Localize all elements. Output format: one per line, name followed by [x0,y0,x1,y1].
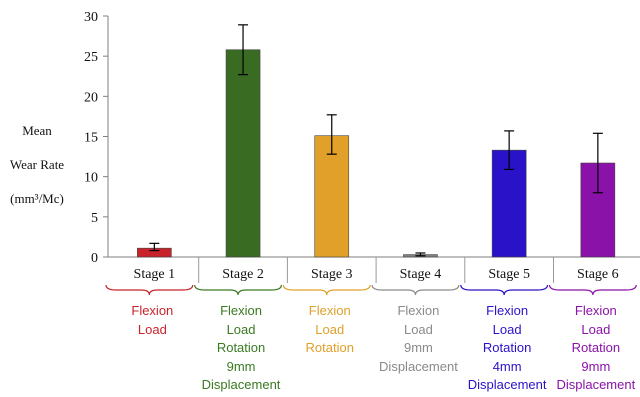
y-tick-label: 5 [91,211,98,226]
stage-description-line: Displacement [556,377,636,392]
stage-description-line: Load [492,321,522,337]
y-axis-label-line-1: Mean [22,123,52,138]
y-axis-label-line-3: (mm³/Mc) [10,191,64,206]
y-tick-label: 15 [84,131,98,146]
stage-description-line: Rotation [216,340,266,355]
stage-description-line: Displacement [467,377,547,392]
stage-braces [105,284,637,296]
x-tick-label: Stage 2 [222,267,264,282]
stage-description: Flexion Load Rotation 4mm Displacement [461,302,553,395]
stage-description-line: 9mm [581,358,611,374]
stage-description-line: Rotation [482,340,532,355]
bars-layer [137,24,616,258]
stage-description: Flexion Load Rotation 9mm Displacement [550,302,640,395]
y-tick-label: 30 [84,10,98,25]
stage-description-line: Load [581,321,611,337]
stage-description-line: Flexion [220,303,262,318]
y-tick-label: 10 [84,171,98,186]
y-tick-label: 25 [84,50,98,65]
stage-description-line: Rotation [305,340,354,355]
stage-brace [460,284,549,296]
stage-description-line: Flexion [574,303,617,318]
y-tick-label: 20 [84,90,98,105]
stage-description-line: 4mm [492,358,522,374]
y-tick-label: 0 [91,251,98,266]
stage-description-line: Load [137,321,167,337]
y-axis: 0 5 10 15 20 25 30 [84,10,640,266]
x-tick-label: Stage 1 [134,267,176,282]
stage-description-line: Load [315,321,345,337]
stage-description-line: Flexion [308,303,351,318]
stage-description-line: 9mm [403,340,433,355]
x-tick-label: Stage 3 [311,267,353,282]
stage-description: Flexion Load Rotation [284,302,376,358]
stage-description: Flexion Load 9mm Displacement [372,302,464,376]
stage-brace [194,284,282,296]
stage-brace [105,284,194,296]
y-axis-label: Mean Wear Rate (mm³/Mc) [2,105,72,207]
stage-description-line: Flexion [486,303,529,318]
bar [225,49,261,258]
stage-description-line: Displacement [379,358,458,374]
category-labels: Stage 1 Stage 2 Stage 3 Stage 4 Stage 5 Stage… [134,257,619,283]
stage-description-line: 9mm [226,358,256,374]
x-tick-label: Stage 4 [400,267,442,282]
stage-brace [371,284,460,296]
stage-description-line: Flexion [397,303,440,318]
stage-description-line: Load [403,321,433,337]
bar [314,135,350,258]
x-tick-label: Stage 5 [488,267,530,282]
stage-description-line: Rotation [571,340,621,355]
stage-brace [282,284,371,296]
y-axis-label-line-2: Wear Rate [9,157,65,172]
stage-description-line: Displacement [201,377,281,392]
stage-brace [548,284,637,296]
x-tick-label: Stage 6 [577,267,619,282]
stage-description: Flexion Load [106,302,198,339]
stage-description-line: Load [226,321,256,337]
stage-description: Flexion Load Rotation 9mm Displacement [195,302,287,395]
stage-description-line: Flexion [131,303,174,318]
